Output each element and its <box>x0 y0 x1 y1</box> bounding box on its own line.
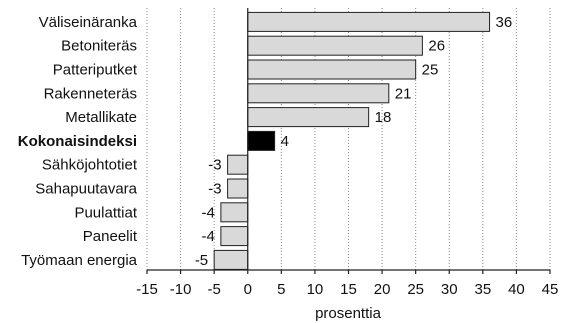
value-label-1: 26 <box>428 38 445 55</box>
x-tick-label-5: 10 <box>307 281 324 298</box>
bar-10 <box>213 249 249 270</box>
category-label-6: Sähköjohtotiet <box>42 157 138 174</box>
bar-layer <box>213 11 491 270</box>
x-tick-label-0: -15 <box>136 281 158 298</box>
category-label-1: Betoniteräs <box>61 38 137 55</box>
bar-0 <box>247 11 491 32</box>
bar-6 <box>227 154 249 175</box>
x-tick-label-7: 20 <box>374 281 391 298</box>
x-tick-label-4: 5 <box>277 281 285 298</box>
bar-3 <box>247 83 390 104</box>
x-tick-label-9: 30 <box>441 281 458 298</box>
category-label-0: Väliseinäranka <box>39 14 138 31</box>
x-tick-label-3: 0 <box>244 281 252 298</box>
bar-8 <box>220 202 249 223</box>
bar-2 <box>247 59 417 80</box>
bar-1 <box>247 35 423 56</box>
category-label-5: Kokonaisindeksi <box>18 133 137 150</box>
category-label-3: Rakenneteräs <box>44 85 137 102</box>
value-label-8: -4 <box>202 204 215 221</box>
category-label-9: Paneelit <box>83 228 138 245</box>
value-label-9: -4 <box>202 228 215 245</box>
category-label-10: Työmaan energia <box>21 252 138 269</box>
x-tick-label-1: -10 <box>170 281 192 298</box>
bar-7 <box>227 178 249 199</box>
category-label-4: Metallikate <box>65 109 137 126</box>
value-label-7: -3 <box>208 181 221 198</box>
category-label-2: Patteriputket <box>53 62 138 79</box>
x-tick-label-2: -5 <box>207 281 220 298</box>
x-tick-label-8: 25 <box>407 281 424 298</box>
value-label-0: 36 <box>496 14 513 31</box>
bar-4 <box>247 107 370 128</box>
value-label-5: 4 <box>281 133 289 150</box>
bar-5 <box>247 130 276 151</box>
value-label-4: 18 <box>375 109 392 126</box>
x-tick-label-11: 40 <box>508 281 525 298</box>
x-tick-label-10: 35 <box>474 281 491 298</box>
value-label-10: -5 <box>195 252 208 269</box>
bar-9 <box>220 226 249 247</box>
axis-layer: -15 -10 -5 0 5 10 15 20 25 30 35 40 45 <box>136 8 558 298</box>
value-label-6: -3 <box>208 157 221 174</box>
category-label-7: Sahapuutavara <box>35 181 137 198</box>
label-layer: Väliseinäranka 36 Betoniteräs 26 Patteriputk… <box>18 14 512 269</box>
x-axis-title: prosenttia <box>315 305 382 322</box>
value-label-2: 25 <box>422 62 439 79</box>
x-tick-label-12: 45 <box>542 281 559 298</box>
value-label-3: 21 <box>395 85 412 102</box>
x-tick-label-6: 15 <box>340 281 357 298</box>
category-label-8: Puulattiat <box>74 204 137 221</box>
